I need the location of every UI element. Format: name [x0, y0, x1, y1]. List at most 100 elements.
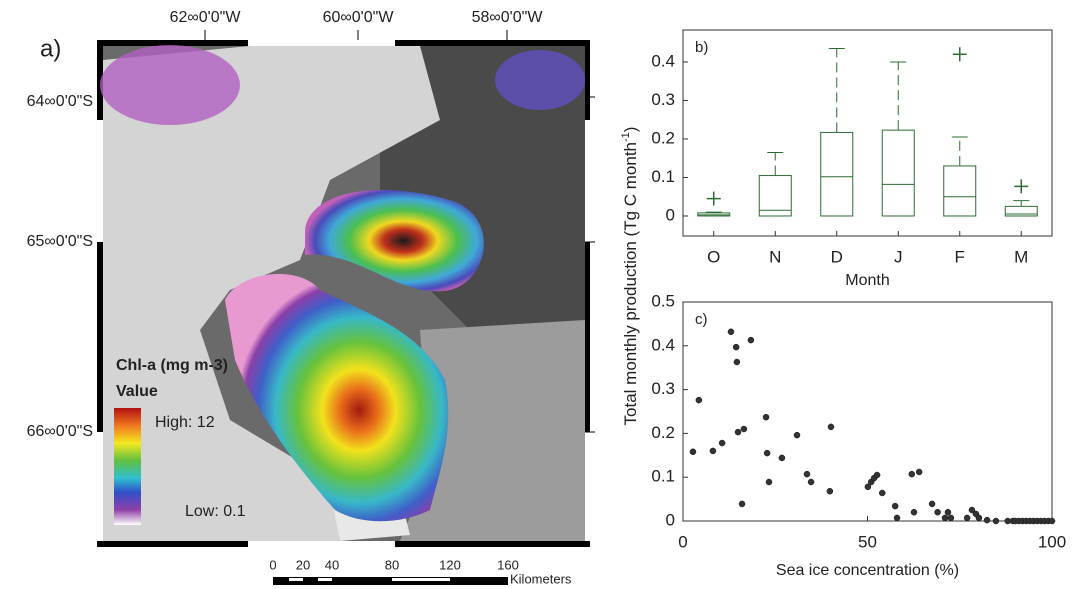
y-tick-label: 0.4	[651, 51, 675, 70]
scale-label: 80	[385, 557, 399, 572]
x-axis-title: Month	[845, 272, 889, 289]
map-chl	[495, 50, 585, 110]
point	[1049, 518, 1055, 524]
y-tick-label: 0.1	[651, 467, 675, 486]
point	[828, 424, 834, 430]
point	[710, 448, 716, 454]
point	[763, 414, 769, 420]
point	[735, 429, 741, 435]
point	[696, 397, 702, 403]
map: a) 62∞0'0"W 60∞0'0"W 58∞0'0"W 64∞0'0"S 6…	[27, 9, 595, 547]
y-axis-title: Total monthly production (Tg C month-1)	[620, 127, 641, 426]
x-tick-label: M	[1014, 247, 1028, 266]
outlier	[953, 47, 967, 61]
lat-label: 66∞0'0"S	[27, 423, 93, 440]
y-tick-label: 0.2	[651, 128, 675, 147]
point	[976, 515, 982, 521]
lat-label: 64∞0'0"S	[27, 93, 93, 110]
y-axis-title-text: Total monthly production (Tg C month	[621, 142, 640, 425]
x-tick-label: 0	[678, 532, 687, 551]
y-axis-title-sup: -1	[620, 132, 632, 142]
y-tick-label: 0.1	[651, 167, 675, 186]
point	[993, 518, 999, 524]
map-frame	[248, 541, 395, 547]
point	[827, 488, 833, 494]
figure: a) 62∞0'0"W 60∞0'0"W 58∞0'0"W 64∞0'0"S 6…	[0, 0, 1076, 589]
scale-segment	[392, 578, 450, 581]
legend-ramp	[114, 408, 141, 525]
plot-frame	[683, 30, 1052, 236]
box	[944, 166, 976, 216]
x-tick-label: O	[707, 247, 720, 266]
map-frame	[585, 120, 590, 242]
lat-label: 65∞0'0"S	[27, 233, 93, 250]
scale-label: 40	[325, 557, 339, 572]
scale-bar: 0 20 40 80 120 160 Kilometers	[269, 557, 572, 586]
point	[739, 501, 745, 507]
panel-label: c)	[695, 311, 708, 328]
x-tick-label: J	[894, 247, 903, 266]
x-tick-label: F	[955, 247, 965, 266]
point	[779, 455, 785, 461]
outlier	[707, 192, 721, 206]
point	[690, 449, 696, 455]
lon-label: 58∞0'0"W	[472, 9, 544, 26]
scale-label: 20	[296, 557, 310, 572]
point	[909, 471, 915, 477]
panel-label: a)	[40, 35, 61, 62]
point	[808, 479, 814, 485]
box	[821, 132, 853, 216]
lon-label: 62∞0'0"W	[170, 9, 242, 26]
point	[804, 471, 810, 477]
map-frame	[97, 432, 103, 541]
point	[879, 490, 885, 496]
x-axis-title: Sea ice concentration (%)	[776, 562, 959, 579]
map-frame	[97, 120, 103, 242]
outlier	[1014, 179, 1028, 193]
box	[882, 130, 914, 216]
scale-label: 0	[269, 557, 276, 572]
legend-high: High: 12	[155, 414, 215, 431]
point	[734, 359, 740, 365]
point	[929, 501, 935, 507]
scale-segment	[318, 578, 332, 581]
legend-title: Chl-a (mg m-3)	[116, 357, 228, 374]
map-chl	[100, 45, 240, 125]
y-tick-label: 0.3	[651, 379, 675, 398]
scale-segment	[289, 578, 303, 581]
point	[892, 503, 898, 509]
point	[794, 432, 800, 438]
point	[766, 479, 772, 485]
x-tick-label: 100	[1038, 532, 1066, 551]
legend-low: Low: 0.1	[185, 503, 246, 520]
point	[984, 517, 990, 523]
map-frame	[248, 40, 395, 46]
point	[945, 509, 951, 515]
point	[719, 440, 725, 446]
point	[942, 515, 948, 521]
scale-segment	[273, 577, 508, 585]
x-tick-label: N	[769, 247, 781, 266]
point	[748, 337, 754, 343]
point	[935, 509, 941, 515]
point	[874, 472, 880, 478]
y-axis-title-end: )	[621, 127, 640, 133]
point	[728, 329, 734, 335]
y-tick-label: 0.2	[651, 423, 675, 442]
point	[894, 515, 900, 521]
point	[733, 344, 739, 350]
lon-label: 60∞0'0"W	[323, 9, 395, 26]
map-frame	[585, 432, 590, 541]
y-tick-label: 0.3	[651, 90, 675, 109]
x-tick-label: D	[831, 247, 843, 266]
scale-unit: Kilometers	[510, 571, 572, 586]
point	[764, 450, 770, 456]
panel-label: b)	[695, 39, 708, 56]
y-tick-label: 0	[666, 205, 675, 224]
x-tick-label: 50	[858, 532, 877, 551]
point	[916, 469, 922, 475]
point	[948, 515, 954, 521]
y-tick-label: 0.5	[651, 291, 675, 310]
y-tick-label: 0.4	[651, 335, 675, 354]
y-tick-label: 0	[666, 510, 675, 529]
